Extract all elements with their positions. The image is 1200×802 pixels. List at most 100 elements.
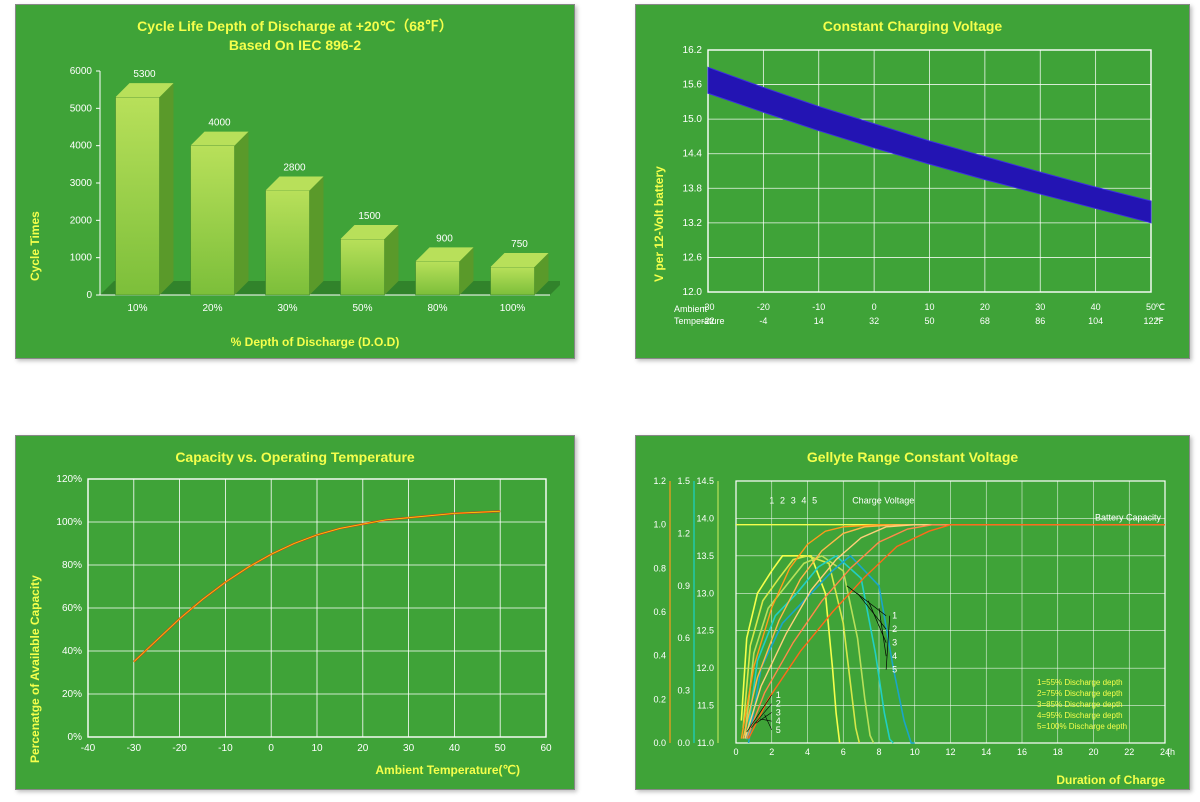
panel1-plot: Cycle Times 0100020003000400050006000530… — [30, 61, 560, 349]
svg-text:20%: 20% — [62, 689, 82, 700]
panel1-title-l2: Based On IEC 896-2 — [229, 37, 361, 53]
svg-text:40: 40 — [1091, 302, 1101, 312]
panel3-svg: 0%20%40%60%80%100%120%-40-30-20-10010203… — [30, 473, 560, 761]
svg-text:0.0: 0.0 — [677, 738, 690, 748]
svg-text:12: 12 — [945, 747, 955, 757]
svg-text:3: 3 — [892, 638, 897, 648]
panel4-plot: 024681012141618202224(h)0.00.20.40.60.81… — [650, 473, 1175, 787]
svg-text:2: 2 — [780, 495, 785, 505]
svg-text:16.2: 16.2 — [683, 45, 703, 56]
svg-text:13.8: 13.8 — [683, 183, 703, 194]
svg-text:100%: 100% — [500, 303, 526, 314]
svg-text:13.2: 13.2 — [683, 218, 703, 229]
svg-text:14: 14 — [981, 747, 991, 757]
svg-text:10%: 10% — [127, 303, 147, 314]
svg-text:68: 68 — [980, 316, 990, 326]
svg-text:1000: 1000 — [70, 252, 93, 263]
svg-text:14: 14 — [814, 316, 824, 326]
svg-text:80%: 80% — [427, 303, 447, 314]
svg-text:14.5: 14.5 — [696, 476, 714, 486]
svg-text:750: 750 — [511, 239, 528, 250]
svg-text:0: 0 — [872, 302, 877, 312]
svg-text:℃: ℃ — [1155, 302, 1165, 312]
svg-text:-30: -30 — [701, 302, 714, 312]
svg-text:3: 3 — [791, 495, 796, 505]
svg-text:2=75% Discharge depth: 2=75% Discharge depth — [1037, 689, 1123, 698]
svg-text:-20: -20 — [757, 302, 770, 312]
svg-text:60: 60 — [540, 743, 552, 754]
svg-text:Battery Capacity: Battery Capacity — [1095, 513, 1162, 523]
svg-text:32: 32 — [869, 316, 879, 326]
svg-text:30: 30 — [1035, 302, 1045, 312]
svg-text:104: 104 — [1088, 316, 1103, 326]
svg-text:50%: 50% — [352, 303, 372, 314]
svg-text:1.2: 1.2 — [677, 528, 690, 538]
svg-text:14.0: 14.0 — [696, 513, 714, 523]
svg-text:0: 0 — [733, 747, 738, 757]
panel1-title-l1: Cycle Life Depth of Discharge at +20℃（68… — [137, 18, 453, 34]
panel4-title: Gellyte Range Constant Voltage — [650, 448, 1175, 467]
svg-text:6000: 6000 — [70, 66, 93, 77]
svg-text:100%: 100% — [56, 517, 82, 528]
panel4-xlabel: Duration of Charge — [650, 773, 1175, 787]
svg-text:℉: ℉ — [1155, 316, 1164, 326]
svg-text:40%: 40% — [62, 646, 82, 657]
svg-text:4: 4 — [801, 495, 806, 505]
svg-text:10: 10 — [910, 747, 920, 757]
svg-text:5000: 5000 — [70, 103, 93, 114]
svg-text:20: 20 — [1088, 747, 1098, 757]
panel3-ylabel: Percenatge of Available Capacity — [28, 575, 42, 763]
svg-text:4: 4 — [892, 651, 897, 661]
svg-text:80%: 80% — [62, 560, 82, 571]
svg-text:900: 900 — [436, 233, 453, 244]
svg-text:11.0: 11.0 — [697, 738, 714, 748]
svg-text:1500: 1500 — [358, 211, 381, 222]
panel3-xlabel: Ambient Temperature(℃) — [30, 763, 560, 777]
svg-text:86: 86 — [1035, 316, 1045, 326]
panel1-ylabel: Cycle Times — [28, 211, 42, 281]
svg-text:13.5: 13.5 — [696, 551, 714, 561]
svg-text:8: 8 — [876, 747, 881, 757]
svg-text:11.5: 11.5 — [697, 700, 714, 710]
svg-text:15.0: 15.0 — [683, 114, 703, 125]
svg-text:1.5: 1.5 — [677, 476, 690, 486]
svg-text:120%: 120% — [56, 474, 82, 485]
svg-text:-22: -22 — [701, 316, 714, 326]
svg-text:1: 1 — [769, 495, 774, 505]
svg-text:14.4: 14.4 — [683, 149, 703, 160]
svg-text:5: 5 — [776, 725, 781, 735]
svg-text:4000: 4000 — [208, 117, 231, 128]
svg-text:Charge Voltage: Charge Voltage — [852, 495, 914, 505]
svg-text:0.6: 0.6 — [677, 633, 690, 643]
svg-text:1.2: 1.2 — [653, 476, 666, 486]
svg-text:6: 6 — [841, 747, 846, 757]
svg-text:12.0: 12.0 — [683, 287, 703, 298]
svg-text:2: 2 — [892, 624, 897, 634]
svg-text:4000: 4000 — [70, 140, 93, 151]
svg-text:(h): (h) — [1167, 747, 1175, 757]
svg-text:0.6: 0.6 — [653, 607, 666, 617]
panel2-title: Constant Charging Voltage — [650, 17, 1175, 36]
svg-text:30: 30 — [403, 743, 415, 754]
svg-text:5: 5 — [892, 665, 897, 675]
panel-capacity-temp: Capacity vs. Operating Temperature Perce… — [15, 435, 575, 790]
svg-text:22: 22 — [1124, 747, 1134, 757]
panel2-svg: 12.012.613.213.814.415.015.616.2AmbientT… — [650, 42, 1175, 352]
svg-text:0: 0 — [268, 743, 274, 754]
svg-text:1: 1 — [892, 611, 897, 621]
svg-text:4=95% Discharge depth: 4=95% Discharge depth — [1037, 711, 1123, 720]
svg-text:1.0: 1.0 — [653, 520, 666, 530]
svg-text:16: 16 — [1017, 747, 1027, 757]
svg-text:-10: -10 — [218, 743, 233, 754]
svg-text:1=55% Discharge depth: 1=55% Discharge depth — [1037, 678, 1123, 687]
svg-text:10: 10 — [924, 302, 934, 312]
svg-text:20%: 20% — [202, 303, 222, 314]
svg-text:-30: -30 — [127, 743, 142, 754]
svg-text:3=85% Discharge depth: 3=85% Discharge depth — [1037, 700, 1123, 709]
svg-text:0%: 0% — [68, 732, 83, 743]
svg-text:-20: -20 — [172, 743, 187, 754]
svg-text:-10: -10 — [812, 302, 825, 312]
svg-text:2000: 2000 — [70, 215, 93, 226]
svg-text:30%: 30% — [277, 303, 297, 314]
svg-text:60%: 60% — [62, 603, 82, 614]
